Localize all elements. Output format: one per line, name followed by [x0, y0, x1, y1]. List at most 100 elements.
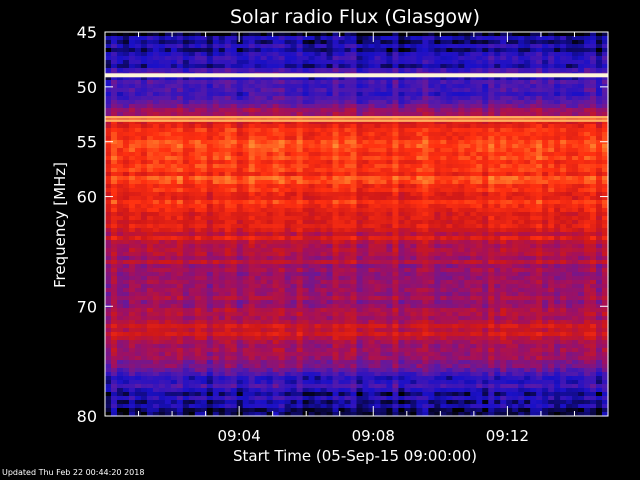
heatmap-cell [596, 80, 603, 85]
heatmap-cell [524, 52, 531, 57]
heatmap-cell [326, 100, 334, 105]
heatmap-cell [578, 44, 585, 49]
heatmap-cell [554, 160, 561, 165]
heatmap-cell [602, 212, 609, 217]
heatmap-cell [152, 100, 160, 105]
heatmap-cell [212, 216, 220, 221]
heatmap-cell [464, 52, 471, 57]
heatmap-cell [590, 60, 597, 65]
heatmap-cell [122, 148, 130, 153]
heatmap-cell [128, 96, 136, 101]
heatmap-cell [134, 176, 142, 181]
heatmap-cell [308, 180, 316, 185]
heatmap-cell [230, 152, 238, 157]
heatmap-cell [548, 104, 555, 109]
heatmap-cell [230, 56, 238, 61]
heatmap-cell [554, 92, 561, 97]
heatmap-cell [476, 228, 483, 233]
heatmap-cell [452, 148, 459, 153]
heatmap-cell [266, 268, 274, 273]
heatmap-cell [320, 108, 328, 113]
heatmap-cell [476, 244, 483, 249]
heatmap-cell [128, 204, 136, 209]
heatmap-cell [410, 164, 417, 169]
heatmap-cell [164, 60, 172, 65]
heatmap-cell [344, 248, 352, 253]
heatmap-cell [272, 128, 280, 133]
heatmap-cell [494, 192, 501, 197]
heatmap-cell [140, 156, 148, 161]
heatmap-cell [188, 76, 196, 81]
heatmap-cell [404, 180, 411, 185]
heatmap-cell [578, 140, 585, 145]
heatmap-cell [326, 244, 334, 249]
heatmap-cell [302, 124, 310, 129]
heatmap-cell [368, 220, 376, 225]
heatmap-cell [278, 96, 286, 101]
heatmap-cell [356, 44, 364, 49]
heatmap-cell [194, 192, 202, 197]
heatmap-cell [530, 92, 537, 97]
heatmap-cell [404, 212, 411, 217]
heatmap-cell [470, 264, 477, 269]
heatmap-cell [410, 208, 417, 213]
heatmap-cell [566, 164, 573, 169]
heatmap-cell [488, 160, 495, 165]
heatmap-cell [494, 44, 501, 49]
heatmap-cell [128, 56, 136, 61]
heatmap-cell [176, 80, 184, 85]
heatmap-cell [290, 108, 298, 113]
heatmap-cell [314, 40, 322, 45]
heatmap-cell [230, 244, 238, 249]
heatmap-cell [530, 216, 537, 221]
heatmap-cell [326, 216, 334, 221]
heatmap-cell [458, 100, 465, 105]
heatmap-cell [332, 180, 340, 185]
heatmap-cell [266, 84, 274, 89]
heatmap-cell [386, 196, 394, 201]
heatmap-cell [134, 40, 142, 45]
heatmap-cell [398, 260, 406, 265]
heatmap-cell [512, 216, 519, 221]
heatmap-cell [200, 36, 208, 41]
heatmap-cell [536, 84, 543, 89]
heatmap-cell [374, 236, 382, 241]
heatmap-cell [548, 96, 555, 101]
heatmap-cell [518, 244, 525, 249]
heatmap-cell [110, 64, 118, 69]
heatmap-cell [338, 264, 346, 269]
heatmap-cell [494, 256, 501, 261]
heatmap-cell [218, 100, 226, 105]
heatmap-cell [206, 136, 214, 141]
heatmap-cell [290, 200, 298, 205]
heatmap-cell [260, 108, 268, 113]
heatmap-cell [440, 152, 447, 157]
heatmap-cell [524, 232, 531, 237]
heatmap-cell [105, 236, 112, 241]
heatmap-cell [470, 156, 477, 161]
heatmap-cell [476, 172, 483, 177]
heatmap-cell [578, 212, 585, 217]
heatmap-cell [290, 172, 298, 177]
heatmap-cell [452, 144, 459, 149]
heatmap-cell [188, 112, 196, 117]
heatmap-cell [416, 40, 423, 45]
heatmap-cell [212, 224, 220, 229]
heatmap-cell [458, 128, 465, 133]
heatmap-cell [506, 200, 513, 205]
heatmap-cell [494, 252, 501, 257]
heatmap-cell [128, 212, 136, 217]
heatmap-cell [542, 224, 549, 229]
heatmap-cell [374, 208, 382, 213]
heatmap-cell [272, 176, 280, 181]
heatmap-cell [464, 148, 471, 153]
heatmap-cell [494, 36, 501, 41]
heatmap-cell [590, 36, 597, 41]
heatmap-cell [158, 188, 166, 193]
heatmap-cell [560, 144, 567, 149]
heatmap-cell [140, 40, 148, 45]
heatmap-cell [506, 248, 513, 253]
heatmap-cell [392, 192, 400, 197]
heatmap-cell [170, 252, 178, 257]
heatmap-cell [572, 164, 579, 169]
